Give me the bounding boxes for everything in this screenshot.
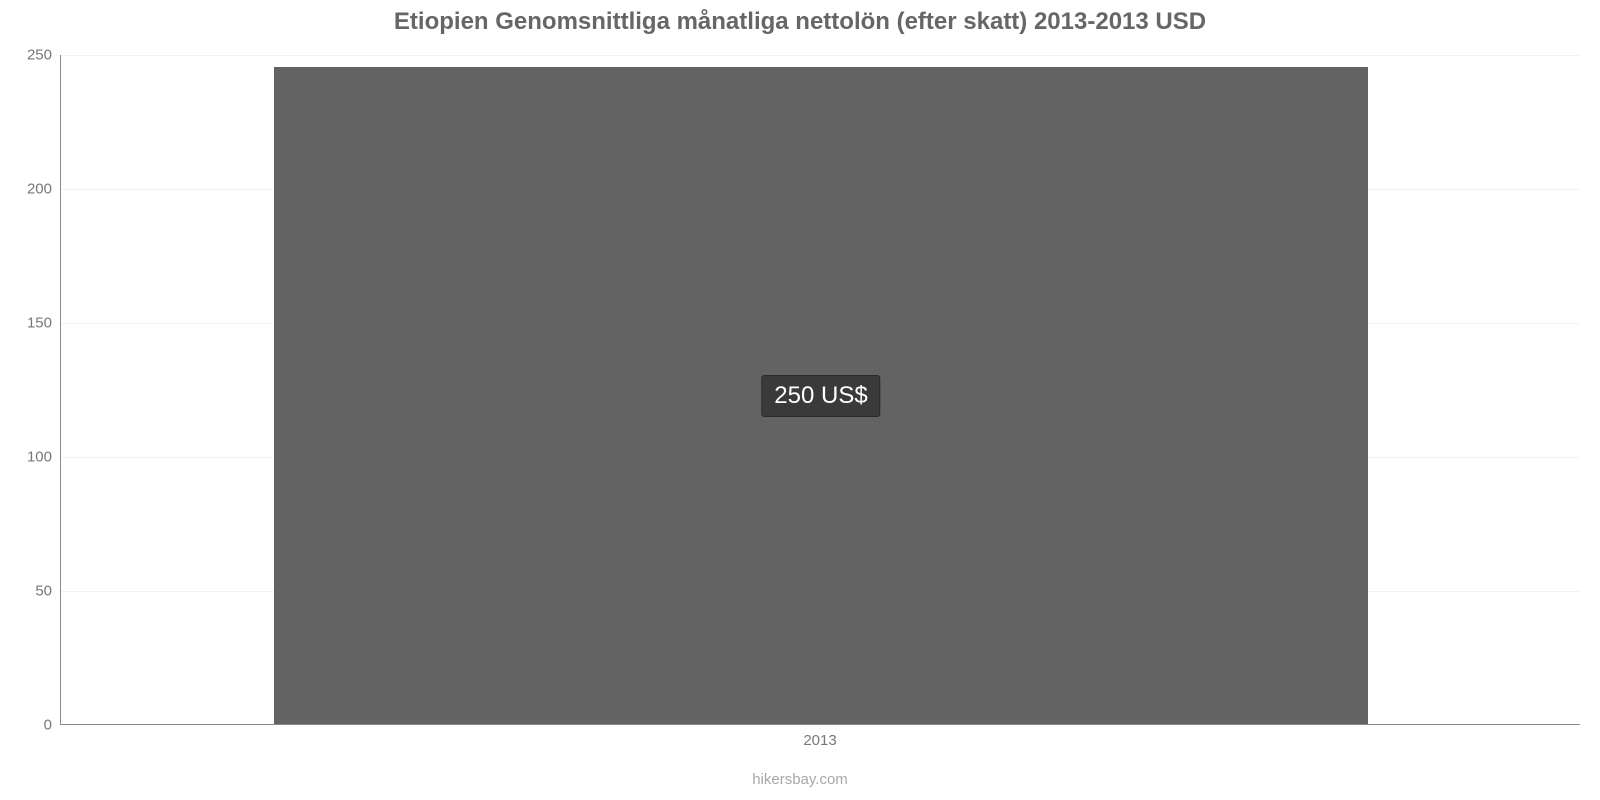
bar: 250 US$ (274, 67, 1368, 724)
y-tick-label: 200 (4, 181, 52, 198)
gridline (61, 55, 1580, 56)
y-tick-label: 0 (4, 717, 52, 734)
y-tick-label: 50 (4, 583, 52, 600)
y-tick-label: 250 (4, 47, 52, 64)
y-tick-label: 150 (4, 315, 52, 332)
bar-value-label: 250 US$ (761, 375, 880, 417)
x-tick-label: 2013 (803, 732, 836, 749)
plot-area: 250 US$ (60, 55, 1580, 725)
chart-footer: hikersbay.com (0, 771, 1600, 788)
chart-title: Etiopien Genomsnittliga månatliga nettol… (0, 8, 1600, 36)
chart-container: Etiopien Genomsnittliga månatliga nettol… (0, 0, 1600, 800)
y-tick-label: 100 (4, 449, 52, 466)
